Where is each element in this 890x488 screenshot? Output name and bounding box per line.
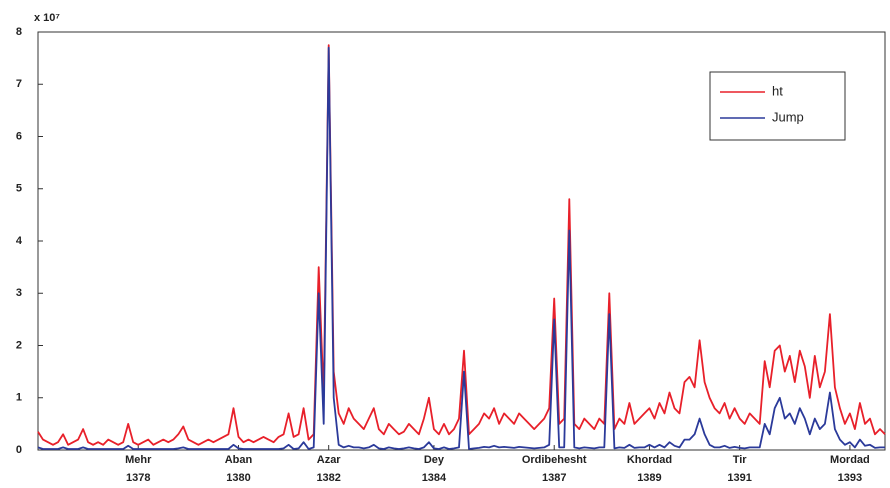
- x-tick-year: 1387: [542, 472, 566, 484]
- y-tick-label: 2: [16, 339, 22, 351]
- x-tick-year: 1389: [637, 472, 661, 484]
- x-tick-label: Ordibehesht: [522, 454, 587, 466]
- x-tick-year: 1380: [226, 472, 250, 484]
- x-tick-year: 1384: [422, 472, 447, 484]
- x-tick-year: 1378: [126, 472, 150, 484]
- scale-label: x 10⁷: [34, 12, 60, 24]
- x-tick-label: Dey: [424, 454, 445, 466]
- legend-label: Jump: [772, 109, 804, 124]
- x-tick-label: Aban: [225, 454, 253, 466]
- series-line: [37, 46, 885, 450]
- x-tick-label: Tir: [733, 454, 748, 466]
- x-tick-year: 1393: [838, 472, 862, 484]
- y-tick-label: 0: [16, 444, 22, 456]
- x-tick-label: Mehr: [125, 454, 152, 466]
- x-tick-label: Khordad: [627, 454, 672, 466]
- y-tick-label: 5: [16, 183, 22, 195]
- x-tick-year: 1391: [727, 472, 751, 484]
- y-tick-label: 1: [16, 392, 22, 404]
- x-tick-year: 1382: [316, 472, 340, 484]
- y-tick-label: 6: [16, 130, 22, 142]
- y-tick-label: 8: [16, 26, 22, 38]
- y-tick-label: 7: [16, 78, 22, 90]
- x-tick-label: Azar: [317, 454, 342, 466]
- y-tick-label: 3: [16, 287, 22, 299]
- legend-label: ht: [772, 83, 783, 98]
- y-tick-label: 4: [16, 235, 23, 247]
- legend-box: [709, 71, 846, 141]
- series-line: [37, 44, 886, 446]
- x-tick-label: Mordad: [830, 454, 870, 466]
